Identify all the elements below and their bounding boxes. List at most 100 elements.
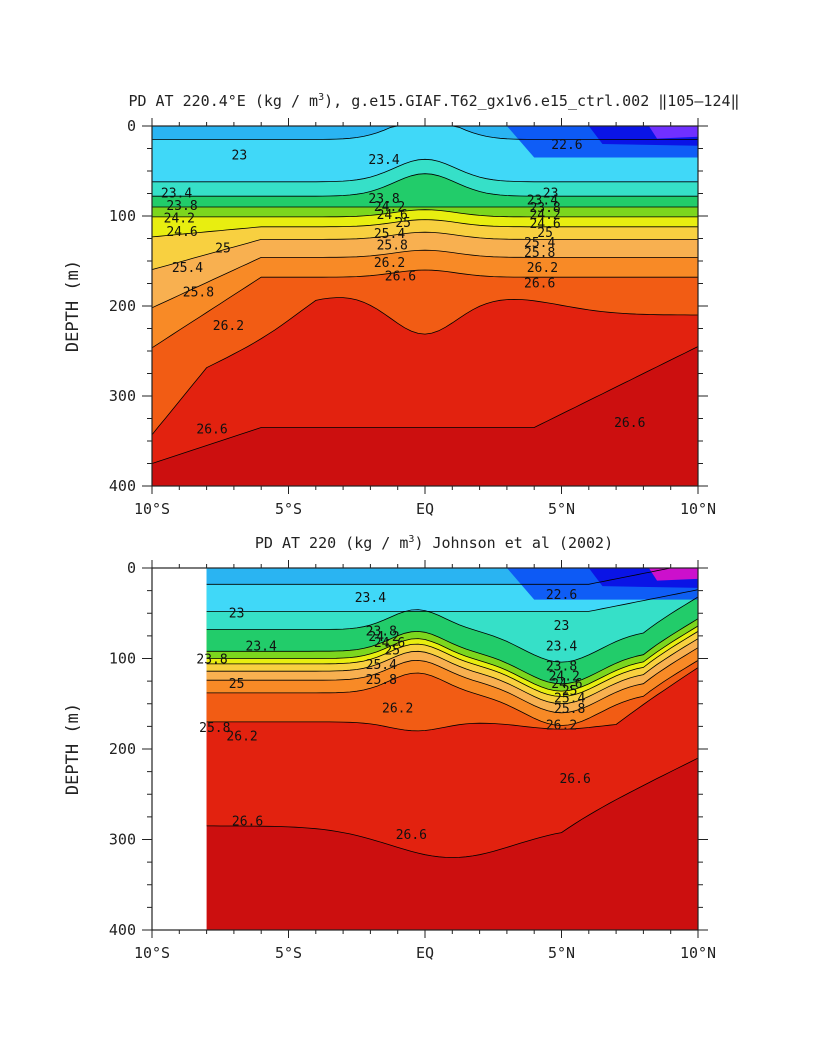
x-tick-label: 5°S <box>275 500 302 518</box>
contour-label: 26.2 <box>213 319 244 334</box>
contour-line <box>206 647 698 714</box>
contour-label: 25.8 <box>554 702 585 717</box>
x-tick-label: 10°S <box>134 944 170 962</box>
contour-labels: 2323.423.82525.826.226.623.423.824.224.6… <box>196 588 590 843</box>
y-tick-label: 100 <box>109 650 136 668</box>
contour-line <box>152 126 698 140</box>
contour-labels: 2323.423.824.224.62525.425.826.226.623.4… <box>161 138 645 437</box>
contour-label: 25 <box>384 643 400 658</box>
contour-label: 24.2 <box>529 208 560 223</box>
band-fill <box>648 568 698 581</box>
contour-line <box>152 346 698 464</box>
contour-label: 24.6 <box>529 217 560 232</box>
y-axis-title: DEPTH (m) <box>63 703 83 795</box>
x-tick-label: 10°N <box>680 944 716 962</box>
contour-label: 26.6 <box>614 416 645 431</box>
contour-label: 26.6 <box>559 772 590 787</box>
contour-line <box>152 231 698 270</box>
axis-ticks: 10°S 5°S EQ 5°N 10°N 0 100 200 300 400 <box>109 559 716 962</box>
contour-label: 25.8 <box>199 721 230 736</box>
contour-label: 24.6 <box>374 636 405 651</box>
contour-lines <box>206 568 698 859</box>
contour-label: 23.4 <box>161 187 192 202</box>
contour-label: 26.2 <box>546 718 577 733</box>
contour-label: 25.4 <box>172 261 203 276</box>
y-tick-label: 300 <box>109 387 136 405</box>
contour-label: 26.2 <box>527 261 558 276</box>
contour-label: 26.6 <box>232 814 263 829</box>
contour-label: 26.6 <box>385 269 416 284</box>
contour-label: 25 <box>562 684 578 699</box>
contour-line <box>206 568 698 585</box>
contour-label: 22.6 <box>546 588 577 603</box>
panel-title: PD AT 220 (kg / m3) Johnson et al (2002) <box>255 534 613 552</box>
x-tick-label: 10°N <box>680 500 716 518</box>
contour-label: 23 <box>543 187 559 202</box>
contour-line <box>152 297 698 435</box>
contour-label: 25 <box>395 216 411 231</box>
contour-line <box>206 589 698 612</box>
contour-label: 23.4 <box>368 153 399 168</box>
y-tick-label: 0 <box>127 559 136 577</box>
density-bands <box>206 568 698 930</box>
contour-label: 25.4 <box>366 658 397 673</box>
x-tick-label: EQ <box>416 944 434 962</box>
contour-label: 24.2 <box>368 630 399 645</box>
contour-label: 26.6 <box>196 422 227 437</box>
contour-label: 24.2 <box>549 670 580 685</box>
contour-label: 26.2 <box>374 256 405 271</box>
x-tick-label: 10°S <box>134 500 170 518</box>
contour-label: 23.8 <box>368 192 399 207</box>
contour-label: 23.4 <box>246 640 277 655</box>
contour-label: 25.4 <box>374 227 405 242</box>
x-tick-label: EQ <box>416 500 434 518</box>
contour-label: 23.4 <box>355 591 386 606</box>
contour-label: 23 <box>229 606 245 621</box>
contour-label: 25.8 <box>366 673 397 688</box>
contour-label: 23.8 <box>166 199 197 214</box>
contour-label: 25 <box>229 677 245 692</box>
contour-label: 24.6 <box>166 225 197 240</box>
contour-line <box>152 158 698 183</box>
contour-line <box>206 660 698 726</box>
contour-label: 25.8 <box>183 286 214 301</box>
y-tick-label: 400 <box>109 477 136 495</box>
contour-line <box>206 631 698 697</box>
contour-line <box>152 209 698 218</box>
contour-label: 23.8 <box>196 652 227 667</box>
contour-label: 23.4 <box>527 194 558 209</box>
y-tick-label: 400 <box>109 921 136 939</box>
panel-model: PD AT 220.4°E (kg / m3), g.e15.GIAF.T62_… <box>63 92 740 518</box>
contour-label: 24.2 <box>374 200 405 215</box>
contour-line <box>206 618 698 685</box>
x-tick-label: 5°N <box>548 500 575 518</box>
contour-label: 25.4 <box>554 691 585 706</box>
contour-label: 26.2 <box>382 701 413 716</box>
contour-label: 26.2 <box>226 729 257 744</box>
contour-label: 26.6 <box>396 828 427 843</box>
contour-label: 25 <box>215 241 231 256</box>
contour-label: 23.8 <box>529 201 560 216</box>
y-tick-label: 300 <box>109 831 136 849</box>
contour-label: 23.4 <box>546 640 577 655</box>
x-tick-label: 5°N <box>548 944 575 962</box>
contour-label: 24.2 <box>164 212 195 227</box>
contour-line <box>152 173 698 197</box>
contour-line <box>152 219 698 238</box>
contour-lines <box>152 126 698 464</box>
contour-line <box>206 757 698 859</box>
band-fill <box>648 126 698 139</box>
density-bands <box>152 126 698 486</box>
y-tick-label: 200 <box>109 740 136 758</box>
contour-label: 24.6 <box>551 677 582 692</box>
contour-label: 25.8 <box>524 246 555 261</box>
contour-line <box>206 625 698 692</box>
band-fill <box>152 126 698 158</box>
contour-line <box>206 638 698 705</box>
x-tick-label: 5°S <box>275 944 302 962</box>
contour-label: 26.6 <box>524 277 555 292</box>
panel-observations: PD AT 220 (kg / m3) Johnson et al (2002)… <box>63 534 716 962</box>
contour-label: 23.8 <box>366 624 397 639</box>
contour-line <box>152 269 698 349</box>
